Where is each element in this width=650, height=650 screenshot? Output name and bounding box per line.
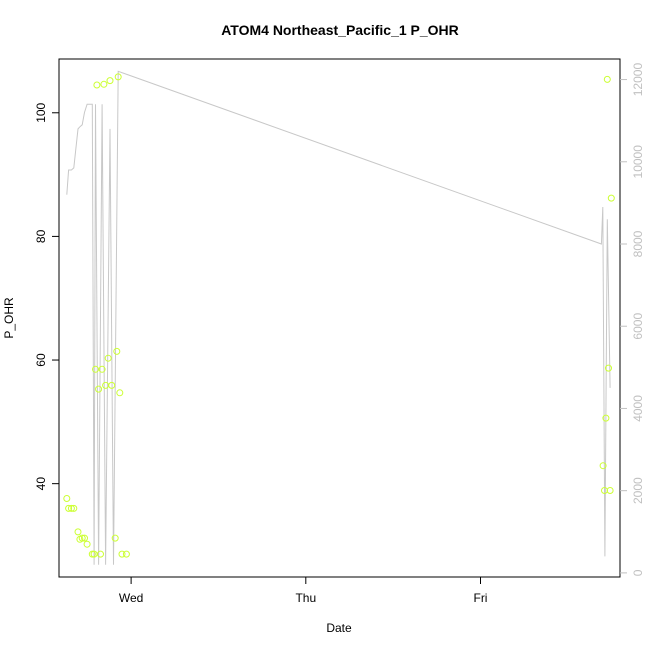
x-axis-label: Date [326,621,352,635]
data-point [97,550,104,558]
data-point [81,534,88,542]
y-tick-label: 40 [34,477,48,491]
data-point [606,487,614,494]
plot-frame [58,58,621,578]
data-point [603,75,611,83]
y2-tick-label: 6000 [631,313,645,340]
y2-tick-label: 4000 [631,395,645,422]
data-point [65,504,73,512]
axes: Wed Thu Fri 40 60 80 100 0 2000 4000 6000 8000 10000… [34,63,645,605]
right-axis-series [66,70,611,565]
data-point [602,414,610,422]
data-point [111,534,119,542]
data-point [108,381,116,389]
y-tick-label: 60 [34,353,48,367]
data-point [599,462,607,470]
y2-tick-label: 10000 [631,145,645,179]
y2-tick-label: 12000 [631,63,645,97]
data-point [78,534,86,542]
y2-tick-label: 2000 [631,477,645,504]
x-tick-label: Fri [473,591,487,605]
data-point [113,347,121,355]
data-point [74,528,82,536]
chart-title: ATOM4 Northeast_Pacific_1 P_OHR [221,22,459,38]
series-line [66,70,611,565]
y2-tick-label: 0 [631,569,645,576]
data-point [63,495,71,502]
data-point [98,365,106,373]
data-point [122,550,130,558]
data-point [70,504,78,512]
data-point [92,365,99,373]
data-point [104,354,112,362]
data-point [95,385,103,393]
data-point [93,81,101,89]
x-tick-label: Thu [295,591,316,605]
y-tick-label: 100 [34,102,48,122]
data-point [114,73,122,81]
data-point [100,80,108,88]
y2-tick-label: 8000 [631,230,645,257]
y-axis-label: P_OHR [2,297,16,339]
data-point [67,504,75,512]
data-point [607,194,615,202]
x-tick-label: Wed [119,591,143,605]
data-point [605,364,612,372]
data-point [118,550,126,558]
left-axis-series [63,73,615,558]
y-tick-label: 80 [34,229,48,243]
data-point [106,77,114,85]
data-point [83,540,91,548]
data-point [116,389,124,397]
